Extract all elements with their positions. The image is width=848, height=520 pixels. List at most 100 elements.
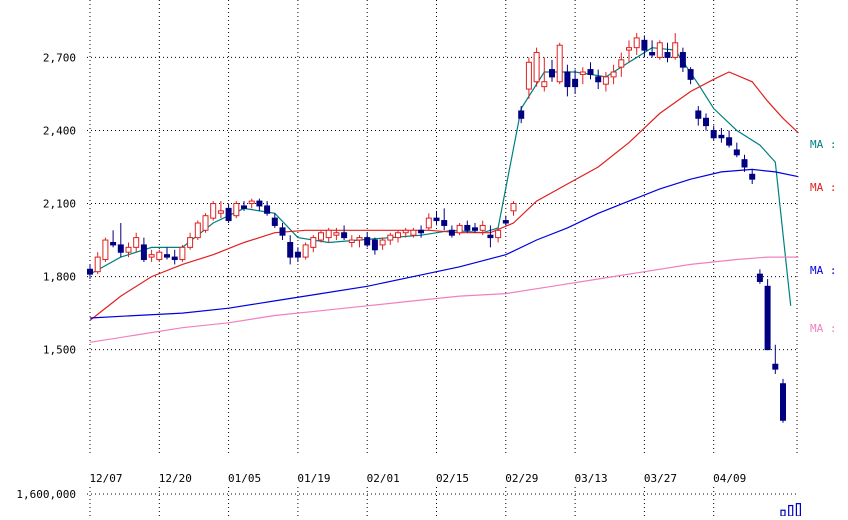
candle-body: [194, 222, 201, 239]
candle-body: [579, 71, 586, 75]
candle-body: [633, 37, 640, 49]
candle-body: [395, 232, 401, 239]
candle-body: [718, 134, 725, 139]
candle-body: [549, 69, 555, 78]
candle-body: [672, 42, 679, 58]
candle-body: [587, 69, 594, 75]
ma-legend-label-1: MA :: [810, 138, 837, 151]
candle-body: [225, 207, 232, 222]
candle-body: [479, 224, 486, 231]
ma-line-2: [89, 71, 799, 321]
candle-body: [210, 203, 217, 219]
x-tick-label: 02/29: [505, 472, 538, 485]
candle-body: [464, 224, 471, 231]
candle-body: [710, 129, 717, 139]
candle-body: [102, 239, 109, 261]
candle-body: [695, 110, 702, 119]
candle-body: [472, 227, 478, 231]
candle-body: [772, 363, 779, 370]
candle-body: [164, 254, 170, 258]
candle-body: [202, 215, 209, 231]
candle-body: [410, 229, 417, 236]
candle-body: [333, 232, 340, 236]
candle-body: [572, 78, 579, 88]
x-tick-label: 12/07: [89, 472, 122, 485]
candle-body: [456, 224, 463, 234]
candle-body: [533, 52, 540, 83]
grid-layer: [87, 0, 798, 516]
candle-body: [418, 229, 425, 234]
candle-body: [602, 76, 609, 85]
volume-tick-label: 1,600,000: [16, 488, 76, 501]
candle-body: [749, 173, 756, 180]
candlestick-layer: [87, 33, 786, 423]
candle-body: [318, 232, 324, 241]
candle-body: [171, 256, 178, 261]
candle-body: [187, 237, 194, 248]
ma-legend-label-2: MA :: [810, 181, 837, 194]
candle-body: [241, 205, 247, 209]
candle-body: [433, 217, 440, 222]
candle-body: [341, 232, 348, 239]
candle-body: [379, 239, 386, 246]
candle-body: [140, 244, 147, 261]
candle-body: [110, 241, 117, 246]
candle-body: [595, 76, 602, 83]
candle-body: [294, 251, 301, 258]
ma-line-1: [89, 47, 792, 306]
candle-body: [387, 234, 394, 241]
x-tick-label: 12/20: [159, 472, 192, 485]
axis-label-layer: 1,500 1,800 2,100 2,400 2,700 12/07 12/20 01/05…: [43, 51, 746, 485]
candle-body: [733, 149, 740, 156]
candle-body: [287, 241, 294, 258]
candle-body: [156, 251, 163, 261]
candle-body: [687, 69, 694, 80]
moving-average-layer: [89, 47, 799, 343]
candle-body: [371, 239, 378, 251]
candle-body: [618, 59, 625, 68]
candle-body: [502, 220, 509, 224]
candle-body: [556, 44, 563, 83]
x-tick-label: 01/05: [228, 472, 261, 485]
x-tick-label: 03/13: [575, 472, 608, 485]
y-tick-label: 1,800: [43, 271, 76, 284]
candle-body: [510, 203, 517, 212]
candle-body: [348, 239, 355, 243]
candle-body: [279, 227, 286, 236]
ma-legend-label-3: MA :: [810, 264, 837, 277]
candle-body: [641, 39, 648, 51]
candle-body: [764, 285, 771, 351]
candle-body: [703, 117, 709, 127]
candle-body: [148, 254, 155, 258]
candle-body: [656, 42, 663, 58]
x-tick-label: 02/01: [367, 472, 400, 485]
candle-body: [525, 61, 532, 90]
x-tick-label: 04/09: [713, 472, 746, 485]
candle-body: [356, 237, 363, 241]
candle-body: [87, 268, 93, 275]
candle-body: [402, 229, 409, 234]
y-tick-label: 2,700: [43, 51, 76, 64]
candle-body: [264, 205, 271, 214]
candle-body: [541, 81, 548, 88]
candle-body: [271, 217, 278, 226]
candle-body: [487, 234, 494, 239]
candle-body: [448, 229, 455, 236]
candle-body: [495, 229, 502, 239]
candle-body: [133, 237, 140, 248]
candle-body: [741, 159, 748, 168]
candle-body: [325, 229, 332, 239]
ma-line-3: [89, 168, 799, 319]
ma-legend-label-4: MA :: [810, 322, 837, 335]
candle-body: [125, 246, 132, 253]
x-tick-label: 03/27: [644, 472, 677, 485]
candle-body: [564, 71, 571, 88]
y-tick-label: 1,500: [43, 344, 76, 357]
candle-body: [256, 200, 263, 207]
candle-body: [425, 217, 432, 229]
candle-body: [217, 210, 224, 214]
candle-body: [726, 137, 733, 146]
candle-body: [302, 244, 309, 258]
